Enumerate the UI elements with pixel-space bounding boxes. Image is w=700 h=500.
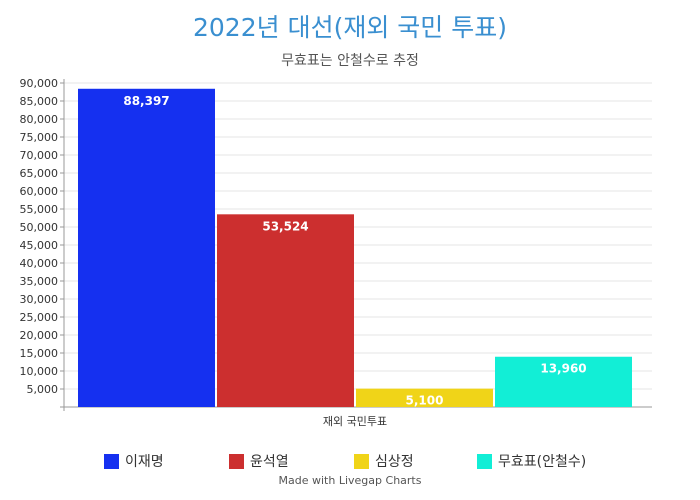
y-tick-label: 65,000 [20, 167, 59, 180]
y-tick-label: 50,000 [20, 221, 59, 234]
legend-item-yoon[interactable]: 윤석열 [229, 451, 289, 471]
data-label: 13,960 [540, 362, 586, 376]
bar-2 [217, 214, 354, 407]
y-tick-label: 35,000 [20, 275, 59, 288]
credit-text: Made with Livegap Charts [278, 474, 422, 487]
legend-item-invalid[interactable]: 무효표(안철수) [477, 451, 586, 471]
legend-label-yoon: 윤석열 [250, 454, 289, 470]
y-tick-label: 45,000 [20, 239, 59, 252]
legend-label-lee: 이재명 [125, 454, 164, 470]
y-tick-label: 80,000 [20, 113, 59, 126]
legend: 이재명 윤석열 심상정 무효표(안철수) [0, 451, 700, 473]
y-tick-label: 90,000 [20, 77, 59, 90]
data-label: 53,524 [262, 219, 308, 233]
x-category-label: 재외 국민투표 [323, 415, 387, 428]
y-tick-label: 30,000 [20, 293, 59, 306]
y-tick-label: 55,000 [20, 203, 59, 216]
bar-3 [356, 388, 493, 407]
legend-item-sim[interactable]: 심상정 [354, 451, 414, 471]
bar-4 [495, 356, 632, 407]
y-tick-label: 10,000 [20, 365, 59, 378]
legend-label-invalid: 무효표(안철수) [498, 454, 587, 470]
y-tick-label: 25,000 [20, 311, 59, 324]
y-tick-label: 40,000 [20, 257, 59, 270]
y-tick-label: 20,000 [20, 329, 59, 342]
legend-swatch-sim [354, 453, 369, 469]
y-tick-label: 85,000 [20, 95, 59, 108]
legend-swatch-lee [104, 453, 119, 469]
y-tick-label: 75,000 [20, 131, 59, 144]
chart-title: 2022년 대선(재외 국민 투표) [193, 13, 507, 42]
legend-label-sim: 심상정 [375, 454, 414, 470]
chart-subtitle: 무효표는 안철수로 추정 [281, 53, 419, 69]
data-label: 5,100 [406, 394, 444, 408]
bar-1 [78, 88, 215, 407]
y-tick-label: 15,000 [20, 347, 59, 360]
y-tick-label: 60,000 [20, 185, 59, 198]
y-tick-label: 70,000 [20, 149, 59, 162]
legend-item-lee[interactable]: 이재명 [104, 451, 164, 471]
data-label: 88,397 [123, 94, 169, 108]
legend-swatch-yoon [229, 453, 244, 469]
legend-swatch-invalid [477, 453, 492, 469]
y-tick-label: 5,000 [27, 383, 59, 396]
